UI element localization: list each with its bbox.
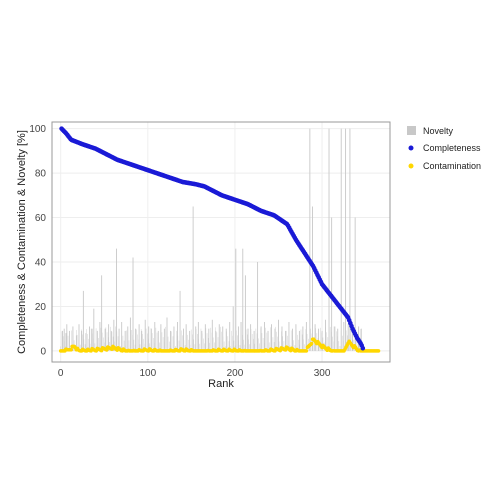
y-axis-ticks: 0 20 40 60 80 100	[29, 124, 46, 357]
legend-completeness-marker[interactable]	[408, 145, 414, 151]
x-tick-label: 0	[58, 368, 64, 379]
y-tick-label: 20	[35, 302, 47, 313]
legend-completeness-label[interactable]: Completeness	[423, 143, 481, 153]
plot-background	[52, 122, 390, 362]
contamination-point	[278, 348, 283, 353]
x-axis-title: Rank	[208, 378, 234, 390]
contamination-point	[99, 348, 104, 353]
x-axis-ticks: 0 100 200 300	[58, 368, 331, 379]
completeness-series	[59, 126, 366, 351]
legend-novelty-label[interactable]: Novelty	[423, 126, 454, 136]
y-tick-label: 40	[35, 258, 47, 269]
contamination-point	[376, 349, 381, 353]
contamination-point	[304, 349, 309, 353]
y-tick-label: 100	[29, 124, 46, 135]
contamination-point	[309, 341, 314, 346]
x-tick-label: 200	[227, 368, 244, 379]
completeness-point	[360, 345, 366, 351]
contamination-point	[104, 348, 109, 352]
legend-contamination-marker[interactable]	[408, 163, 414, 169]
contamination-series	[58, 337, 381, 353]
x-tick-label: 300	[314, 368, 331, 379]
plot-frame	[51, 121, 391, 363]
legend: Novelty Completeness Contamination	[407, 126, 481, 171]
x-tick-label: 100	[139, 368, 156, 379]
contamination-point	[69, 347, 73, 352]
legend-novelty-swatch[interactable]	[407, 126, 416, 135]
y-tick-label: 0	[40, 346, 46, 357]
y-tick-label: 80	[35, 169, 47, 180]
legend-contamination-label[interactable]: Contamination	[423, 161, 481, 171]
y-axis-title: Completeness & Contamination & Novelty […	[16, 130, 28, 354]
y-tick-label: 60	[35, 213, 47, 224]
